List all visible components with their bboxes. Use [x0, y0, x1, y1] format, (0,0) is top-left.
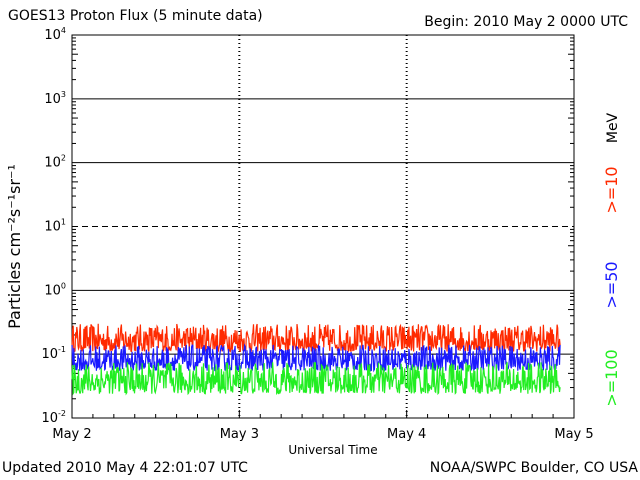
x-axis-label: Universal Time	[288, 443, 377, 457]
x-tick-label: May 4	[387, 427, 426, 442]
y-tick-label: 103	[44, 90, 66, 107]
y-tick-label: 100	[44, 281, 66, 298]
chart-title: GOES13 Proton Flux (5 minute data)	[8, 8, 263, 24]
x-tick-label: May 2	[52, 427, 91, 442]
credit: NOAA/SWPC Boulder, CO USA	[429, 460, 638, 476]
updated-time: Updated 2010 May 4 22:01:07 UTC	[2, 460, 248, 476]
y-tick-label: 10-2	[41, 409, 66, 426]
begin-time: Begin: 2010 May 2 0000 UTC	[424, 14, 628, 30]
legend-unit: MeV	[605, 112, 621, 143]
y-tick-label: 104	[44, 26, 66, 43]
legend-entry: >=100	[602, 349, 621, 406]
series-line	[71, 362, 561, 396]
y-tick-label: 10-1	[41, 345, 66, 362]
x-tick-label: May 3	[220, 427, 259, 442]
y-tick-label: 102	[44, 154, 66, 171]
y-axis-label: Particles cm⁻²s⁻¹sr⁻¹	[5, 164, 24, 329]
legend-entry: >=10	[602, 166, 621, 213]
series-line	[71, 343, 561, 373]
y-tick-label: 101	[44, 218, 66, 235]
legend-entry: >=50	[602, 261, 621, 308]
x-tick-label: May 5	[554, 427, 593, 442]
series-line	[71, 323, 561, 354]
